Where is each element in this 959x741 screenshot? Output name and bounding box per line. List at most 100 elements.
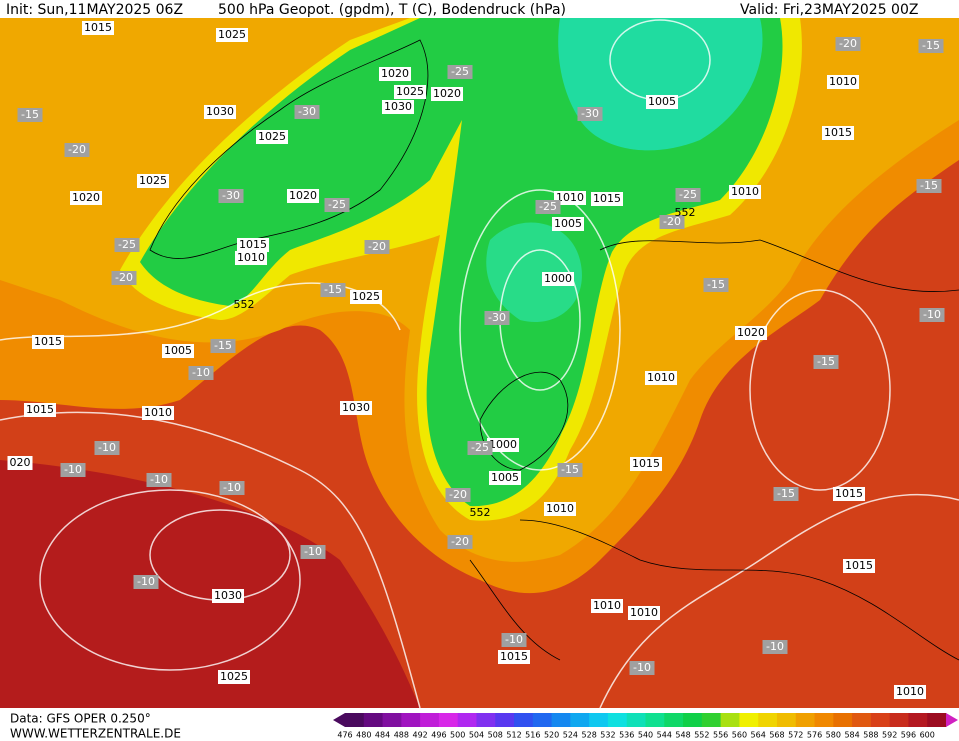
colorbar-swatch	[739, 713, 759, 727]
isobar-label-box	[431, 87, 463, 101]
colorbar-label: 508	[488, 731, 503, 740]
isobar-label-box	[630, 457, 662, 471]
temperature-label-box	[300, 545, 326, 559]
colorbar-swatch	[908, 713, 928, 727]
temperature-label: -10	[98, 441, 116, 454]
temperature-label: -15	[777, 487, 795, 500]
isobar-label: 1020	[381, 67, 409, 80]
isobar-label-box	[552, 217, 584, 231]
colorbar-label: 476	[337, 731, 352, 740]
temperature-label-box	[320, 283, 346, 297]
colorbar-swatch	[401, 713, 421, 727]
colorbar-label: 540	[638, 731, 653, 740]
temperature-label-box	[467, 441, 493, 455]
colorbar-label: 576	[807, 731, 822, 740]
temperature-label-box	[218, 189, 244, 203]
isobar-label: 1010	[647, 371, 675, 384]
colorbar-label: 484	[375, 731, 390, 740]
temperature-label: -30	[581, 107, 599, 120]
isobar-label: 1015	[632, 457, 660, 470]
isobar-label-box	[350, 290, 382, 304]
colorbar-label: 496	[431, 731, 446, 740]
isobar-label: 1025	[396, 85, 424, 98]
isobar-label-box	[554, 191, 586, 205]
isobar-label: 1030	[214, 589, 242, 602]
colorbar-swatch	[833, 713, 853, 727]
colorbar-label: 480	[356, 731, 371, 740]
isobar-label: 1010	[896, 685, 924, 698]
isobar-label-box	[218, 670, 250, 684]
colorbar-label: 568	[769, 731, 784, 740]
isobar-label-box	[162, 344, 194, 358]
isobar-label-box	[237, 238, 269, 252]
colorbar-arrow	[333, 713, 345, 727]
colorbar-swatch	[551, 713, 571, 727]
isobar-label: 1010	[546, 502, 574, 515]
isobar-label: 1025	[220, 670, 248, 683]
isobar-label: 1025	[218, 28, 246, 41]
isobar-label: 1030	[384, 100, 412, 113]
isobar-label: 1015	[845, 559, 873, 572]
isobar-label: 1010	[630, 606, 658, 619]
temperature-label-box	[813, 355, 839, 369]
website: WWW.WETTERZENTRALE.DE	[10, 727, 181, 741]
temperature-label-box	[64, 143, 90, 157]
temperature-label: -20	[839, 37, 857, 50]
temperature-label: -25	[118, 238, 136, 251]
isobar-label-box	[382, 100, 414, 114]
temperature-label-box	[919, 308, 945, 322]
isobar-label-box	[894, 685, 926, 699]
temperature-label: -15	[561, 463, 579, 476]
temperature-label-box	[675, 188, 701, 202]
isobar-label: 1010	[144, 406, 172, 419]
isobar-label: 1010	[593, 599, 621, 612]
temperature-label: -20	[663, 215, 681, 228]
temperature-label-box	[577, 107, 603, 121]
temperature-label: -20	[68, 143, 86, 156]
temperature-label-box	[773, 487, 799, 501]
isobar-label-box	[287, 189, 319, 203]
temperature-label: -25	[451, 65, 469, 78]
temperature-label-box	[294, 105, 320, 119]
isobar-label-box	[394, 85, 426, 99]
isobar-label: 1025	[352, 290, 380, 303]
colorbar-label: 600	[920, 731, 935, 740]
isobar-label-box	[843, 559, 875, 573]
colorbar-swatch	[795, 713, 816, 727]
isobar-label-box	[204, 105, 236, 119]
temperature-label-box	[659, 215, 685, 229]
isobar-label: 020	[10, 456, 31, 469]
isobar-label: 1020	[737, 326, 765, 339]
isobar-label: 1015	[84, 21, 112, 34]
isobar-label-box	[735, 326, 767, 340]
colorbar-swatch	[570, 713, 590, 727]
temperature-label: -10	[923, 308, 941, 321]
temperature-label: -10	[304, 545, 322, 558]
temperature-label: -30	[298, 105, 316, 118]
colorbar-label: 536	[619, 731, 634, 740]
isobar-label-box	[544, 502, 576, 516]
isobar-label-box	[646, 95, 678, 109]
temperature-label: -25	[539, 200, 557, 213]
isobar-label-box	[827, 75, 859, 89]
isobar-label: 1005	[164, 344, 192, 357]
isobar-label-box	[833, 487, 865, 501]
colorbar-label: 564	[751, 731, 766, 740]
colorbar-swatch	[607, 713, 628, 727]
colorbar-label: 520	[544, 731, 559, 740]
colorbar-label: 528	[582, 731, 597, 740]
temperature-label-box	[762, 640, 788, 654]
temperature-label-box	[324, 198, 350, 212]
cold-core	[486, 222, 582, 322]
temperature-label-box	[146, 473, 172, 487]
temperature-label-box	[364, 240, 390, 254]
temperature-label: -20	[115, 271, 133, 284]
isobar-label: 1015	[593, 192, 621, 205]
colorbar-swatch	[776, 713, 797, 727]
colorbar-label: 572	[788, 731, 803, 740]
colorbar-swatch	[758, 713, 778, 727]
temperature-label: -30	[222, 189, 240, 202]
warm-region	[0, 460, 420, 708]
isobar-label: 1005	[554, 217, 582, 230]
